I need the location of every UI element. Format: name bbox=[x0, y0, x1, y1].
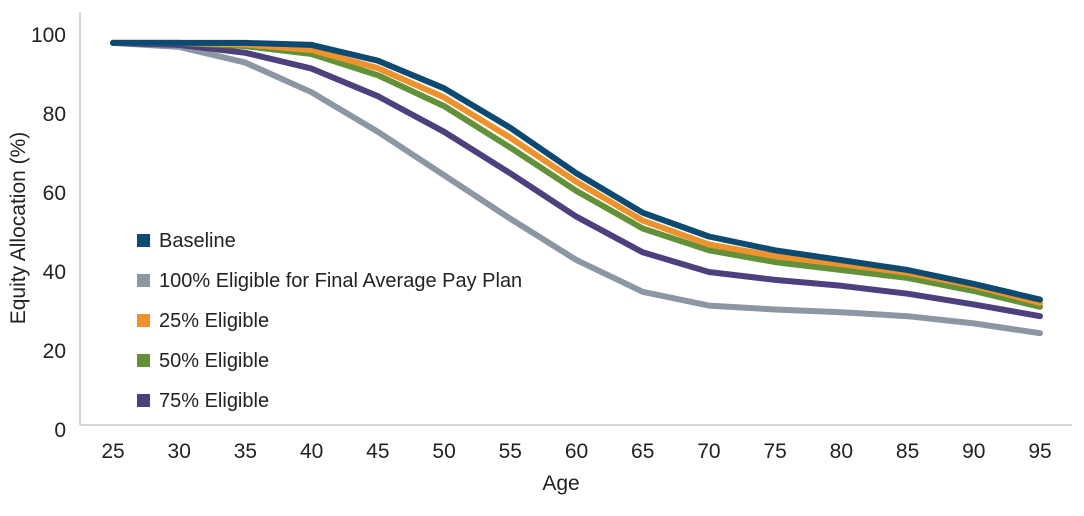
x-tick-label: 70 bbox=[697, 440, 720, 463]
y-tick-label: 40 bbox=[43, 261, 66, 284]
legend-label-50pct-eligible: 50% Eligible bbox=[159, 350, 269, 372]
x-tick-labels: 25 30 35 40 45 50 55 60 65 70 75 80 85 90 95 bbox=[101, 440, 1051, 463]
legend-swatch-100pct-eligible-for-final-average-pay-plan bbox=[137, 274, 150, 287]
legend-swatch-25pct-eligible bbox=[137, 314, 150, 327]
x-tick-label: 40 bbox=[300, 440, 323, 463]
series-line-100pct-eligible-for-final-average-pay-plan bbox=[110, 39, 1043, 337]
y-tick-label: 20 bbox=[43, 340, 66, 363]
series-line-baseline bbox=[110, 39, 1043, 303]
legend-label-75pct-eligible: 75% Eligible bbox=[159, 390, 269, 412]
x-tick-label: 85 bbox=[896, 440, 919, 463]
x-tick-label: 65 bbox=[631, 440, 654, 463]
y-tick-label: 100 bbox=[31, 24, 66, 47]
x-tick-label: 35 bbox=[234, 440, 257, 463]
y-axis-title: Equity Allocation (%) bbox=[7, 132, 30, 325]
y-tick-labels: 0 20 40 60 80 100 bbox=[31, 24, 66, 442]
y-tick-label: 80 bbox=[43, 103, 66, 126]
legend-swatch-75pct-eligible bbox=[137, 394, 150, 407]
legend-label-baseline: Baseline bbox=[159, 230, 236, 252]
x-tick-label: 55 bbox=[499, 440, 522, 463]
x-tick-label: 25 bbox=[101, 440, 124, 463]
legend-swatch-baseline bbox=[137, 234, 150, 247]
x-axis-title: Age bbox=[542, 472, 579, 495]
x-tick-label: 75 bbox=[763, 440, 786, 463]
x-tick-label: 60 bbox=[565, 440, 588, 463]
x-tick-label: 50 bbox=[432, 440, 455, 463]
series-lines bbox=[110, 39, 1043, 337]
x-tick-label: 95 bbox=[1028, 440, 1051, 463]
y-tick-label: 60 bbox=[43, 182, 66, 205]
axes bbox=[79, 12, 1072, 426]
legend-label-100pct-eligible-for-final-average-pay-plan: 100% Eligible for Final Average Pay Plan bbox=[159, 270, 522, 292]
legend-swatch-50pct-eligible bbox=[137, 354, 150, 367]
x-tick-label: 45 bbox=[366, 440, 389, 463]
x-tick-label: 30 bbox=[168, 440, 191, 463]
x-tick-label: 80 bbox=[830, 440, 853, 463]
y-tick-label: 0 bbox=[54, 419, 66, 442]
series-line-75pct-eligible bbox=[110, 39, 1043, 320]
x-tick-label: 90 bbox=[962, 440, 985, 463]
legend: Baseline 100% Eligible for Final Average … bbox=[137, 230, 522, 412]
legend-label-25pct-eligible: 25% Eligible bbox=[159, 310, 269, 332]
